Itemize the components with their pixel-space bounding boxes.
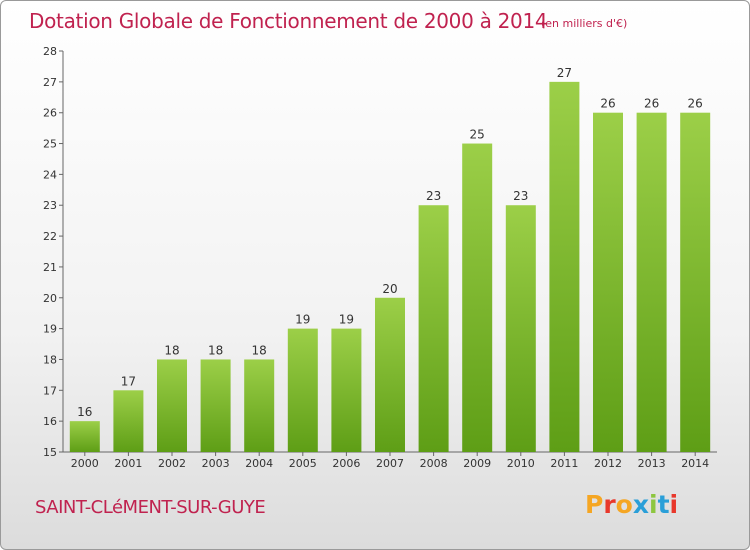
commune-name: SAINT-CLéMENT-SUR-GUYE <box>35 497 266 518</box>
data-label-2007: 20 <box>382 282 397 296</box>
bar-2011 <box>549 81 580 452</box>
bar-2000 <box>69 421 100 452</box>
x-tick-label-2007: 2007 <box>376 457 404 470</box>
y-tick-label: 19 <box>43 323 57 336</box>
bar-2003 <box>200 359 231 452</box>
y-tick-label: 21 <box>43 261 57 274</box>
data-label-2014: 26 <box>688 97 703 111</box>
bar-2010 <box>505 205 536 452</box>
y-tick-label: 18 <box>43 353 57 366</box>
logo-letter: t <box>657 490 670 519</box>
bar-2014 <box>680 112 711 452</box>
y-tick-label: 20 <box>43 292 57 305</box>
x-tick-label-2001: 2001 <box>114 457 142 470</box>
y-tick-label: 16 <box>43 415 57 428</box>
x-tick-label-2009: 2009 <box>463 457 491 470</box>
y-tick-label: 25 <box>43 138 57 151</box>
data-label-2000: 16 <box>77 405 92 419</box>
data-label-2009: 25 <box>470 128 485 142</box>
logo-letter: o <box>615 490 633 519</box>
y-tick-label: 15 <box>43 446 57 459</box>
bar-2007 <box>375 297 405 452</box>
y-tick-label: 22 <box>43 230 57 243</box>
x-tick-label-2002: 2002 <box>158 457 186 470</box>
data-label-2010: 23 <box>513 189 528 203</box>
bar-2004 <box>244 359 275 452</box>
x-tick-label-2011: 2011 <box>550 457 578 470</box>
chart-title: Dotation Globale de Fonctionnement de 20… <box>29 9 548 33</box>
data-label-2012: 26 <box>600 97 615 111</box>
x-tick-label-2010: 2010 <box>507 457 535 470</box>
x-tick-label-2003: 2003 <box>202 457 230 470</box>
data-label-2001: 17 <box>121 374 136 388</box>
bar-2002 <box>157 359 187 452</box>
y-tick-label: 24 <box>43 168 57 181</box>
data-label-2005: 19 <box>295 313 310 327</box>
chart-unit: (en milliers d'€) <box>541 17 628 30</box>
bar-2013 <box>636 112 667 452</box>
data-label-2008: 23 <box>426 189 441 203</box>
proxiti-logo: Proxiti <box>585 490 678 519</box>
x-tick-label-2012: 2012 <box>594 457 622 470</box>
bar-2008 <box>418 205 449 452</box>
logo-letter: i <box>649 490 658 519</box>
data-label-2003: 18 <box>208 343 223 357</box>
logo-letter: i <box>669 490 679 519</box>
data-label-2013: 26 <box>644 97 659 111</box>
x-tick-label-2000: 2000 <box>71 457 99 470</box>
data-label-2004: 18 <box>252 343 267 357</box>
logo-letter: x <box>632 490 649 519</box>
x-tick-label-2013: 2013 <box>638 457 666 470</box>
bar-2005 <box>287 328 318 452</box>
y-tick-label: 23 <box>43 199 57 212</box>
data-label-2002: 18 <box>164 343 179 357</box>
y-tick-label: 26 <box>43 107 57 120</box>
data-label-2006: 19 <box>339 313 354 327</box>
bar-2012 <box>593 112 623 452</box>
data-label-2011: 27 <box>557 66 572 80</box>
x-tick-label-2006: 2006 <box>332 457 360 470</box>
x-tick-label-2005: 2005 <box>289 457 317 470</box>
bar-2006 <box>331 328 362 452</box>
bar-2009 <box>462 143 493 453</box>
y-tick-label: 28 <box>43 45 57 58</box>
x-tick-label-2004: 2004 <box>245 457 273 470</box>
x-tick-label-2014: 2014 <box>681 457 709 470</box>
y-tick-label: 27 <box>43 76 57 89</box>
x-tick-label-2008: 2008 <box>420 457 448 470</box>
y-tick-label: 17 <box>43 384 57 397</box>
logo-letter: r <box>603 490 616 519</box>
logo-letter: P <box>585 490 604 519</box>
bar-2001 <box>113 390 144 452</box>
